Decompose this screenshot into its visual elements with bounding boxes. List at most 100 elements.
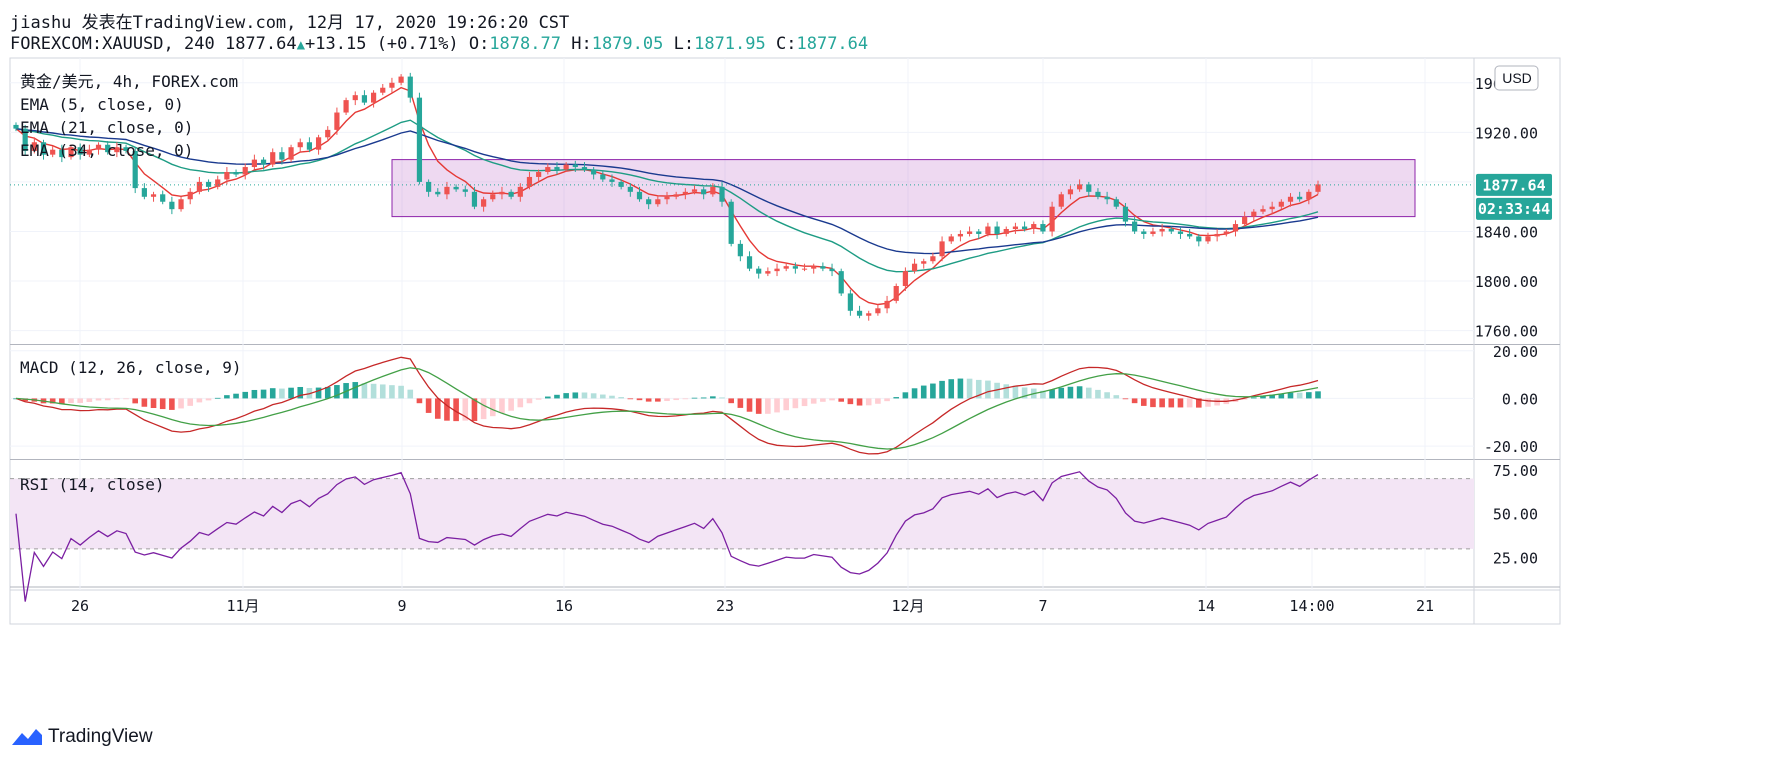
- candle-body: [728, 201, 734, 244]
- macd-bar: [416, 398, 423, 404]
- candle-body: [1150, 231, 1156, 234]
- time-tick-label: 9: [397, 597, 406, 615]
- macd-bar: [939, 380, 945, 399]
- candle-body: [866, 313, 872, 316]
- candle-body: [517, 186, 523, 197]
- time-tick-label: 7: [1038, 597, 1047, 615]
- macd-bar: [159, 398, 166, 410]
- macd-bar: [123, 398, 129, 400]
- macd-bar: [783, 398, 789, 411]
- macd-bar: [370, 383, 377, 399]
- candle-body: [1306, 191, 1312, 200]
- candle-body: [288, 147, 294, 160]
- macd-bar: [453, 398, 459, 422]
- macd-tick-label: -20.00: [1484, 438, 1538, 456]
- candle-body: [536, 172, 542, 177]
- macd-bar: [966, 378, 973, 399]
- candle-body: [1095, 191, 1101, 197]
- time-tick-label: 14:00: [1289, 597, 1334, 615]
- candle-body: [1040, 224, 1046, 232]
- currency-badge: [1494, 65, 1539, 91]
- candle-body: [315, 137, 322, 150]
- candle-body: [765, 271, 771, 274]
- last-price-badge: [1476, 173, 1552, 196]
- time-tick-label: 26: [71, 597, 89, 615]
- candle-body: [976, 231, 982, 234]
- price-tick-label: 1840.00: [1475, 223, 1538, 241]
- macd-bar: [1287, 392, 1294, 399]
- countdown-badge: [1476, 197, 1552, 220]
- macd-bar: [434, 398, 441, 419]
- candle-body: [792, 266, 798, 269]
- macd-bar: [810, 398, 817, 404]
- candle-body: [911, 263, 918, 272]
- macd-bar: [444, 398, 450, 421]
- up-triangle-icon: ▲: [296, 37, 306, 53]
- main-legend: 黄金/美元, 4h, FOREX.com: [20, 72, 238, 91]
- candle-body: [325, 129, 331, 138]
- candles-group: [13, 72, 1321, 321]
- candle-body: [930, 256, 936, 262]
- macd-bar: [288, 387, 294, 399]
- time-tick-label: 12月: [891, 597, 924, 615]
- high-value: 1879.05: [591, 34, 664, 54]
- macd-bar: [324, 386, 331, 399]
- candle-body: [1021, 226, 1028, 229]
- macd-bar: [920, 385, 927, 399]
- open-label: O:: [468, 34, 490, 54]
- price-change: +13.15 (+0.71%): [305, 34, 459, 54]
- macd-bar: [269, 388, 276, 399]
- macd-line: [15, 356, 1319, 455]
- macd-bar: [22, 398, 28, 402]
- candle-body: [380, 87, 386, 93]
- candle-body: [636, 191, 643, 200]
- time-tick-label: 16: [555, 597, 573, 615]
- ema34-line: [15, 127, 1319, 255]
- macd-bar: [948, 379, 955, 399]
- candle-body: [856, 310, 863, 316]
- candle-body: [884, 300, 890, 309]
- macd-bar: [572, 392, 579, 399]
- macd-bar: [489, 398, 496, 417]
- macd-bar: [590, 393, 597, 399]
- macd-bar: [196, 398, 203, 403]
- macd-bar: [792, 398, 799, 409]
- candle-body: [508, 191, 514, 197]
- macd-legend: MACD (12, 26, close, 9): [20, 358, 242, 377]
- macd-bar: [77, 398, 83, 403]
- macd-bar: [260, 389, 267, 399]
- macd-bar: [682, 398, 689, 400]
- candle-body: [462, 189, 468, 192]
- macd-bar: [1003, 384, 1010, 399]
- macd-bar: [334, 385, 340, 399]
- macd-bar: [499, 398, 505, 414]
- tradingview-brand[interactable]: TradingView: [10, 726, 153, 748]
- macd-bar: [545, 396, 551, 399]
- tradingview-logo-icon: [12, 729, 42, 745]
- macd-bar: [994, 382, 1000, 399]
- candle-body: [673, 194, 679, 197]
- macd-bar: [315, 387, 322, 399]
- candle-body: [68, 147, 74, 158]
- macd-bar: [242, 391, 249, 399]
- candle-body: [123, 147, 129, 151]
- candle-body: [205, 181, 212, 187]
- candle-body: [334, 112, 340, 130]
- candle-body: [1049, 206, 1055, 232]
- macd-bar: [1104, 392, 1110, 399]
- macd-bar: [1278, 393, 1285, 399]
- macd-bar: [425, 398, 432, 413]
- rsi-band: [10, 478, 1474, 549]
- macd-bar: [1177, 398, 1184, 408]
- candle-body: [655, 199, 661, 205]
- macd-bar: [1251, 397, 1257, 399]
- macd-bar: [893, 397, 900, 399]
- candle-body: [554, 167, 560, 170]
- candle-body: [95, 144, 102, 150]
- macd-bar: [407, 389, 414, 399]
- candle-body: [215, 179, 221, 187]
- macd-bar: [600, 394, 606, 399]
- candle-body: [77, 147, 83, 155]
- price-tick-label: 1760.00: [1475, 323, 1538, 341]
